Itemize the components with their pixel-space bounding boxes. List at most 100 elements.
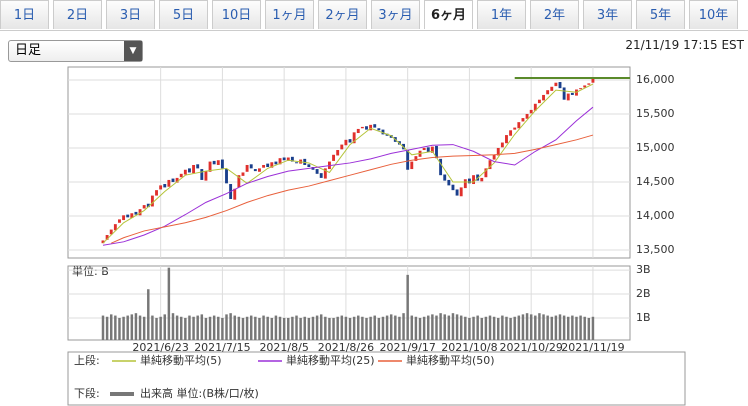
candle-body (142, 205, 146, 209)
volume-bar (122, 316, 125, 340)
candle-body (278, 158, 282, 165)
volume-bar (369, 316, 372, 340)
candle-body (233, 188, 237, 200)
candle-body (583, 85, 587, 88)
volume-bar (579, 315, 582, 340)
volume-bar (455, 314, 459, 340)
candle-body (410, 161, 414, 170)
volume-bar (319, 314, 323, 340)
volume-bar (287, 317, 290, 340)
candle-body (101, 240, 105, 244)
candle-body (505, 135, 508, 144)
tab[interactable]: 5年 (636, 0, 685, 29)
candle-body (237, 175, 241, 188)
volume-bar (303, 316, 306, 340)
y-tick-label: 16,000 (636, 73, 675, 86)
volume-bar (517, 315, 521, 340)
volume-bar (389, 314, 393, 340)
candle-body (422, 147, 426, 151)
y-tick-label: 14,500 (636, 175, 675, 188)
candle-body (591, 77, 595, 83)
candle-body (459, 187, 463, 197)
tab[interactable]: 1年 (477, 0, 526, 29)
y-tick-label: 15,000 (636, 141, 675, 154)
candle-body (150, 195, 154, 207)
volume-bar (171, 313, 175, 340)
ma-line (102, 106, 594, 246)
tab[interactable]: 2年 (530, 0, 579, 29)
x-tick-label: 2021/10/8 (441, 341, 497, 354)
volume-bar (225, 314, 228, 340)
tab[interactable]: 1日 (0, 0, 49, 29)
volume-bar (472, 316, 475, 340)
volume-bar (402, 313, 405, 340)
candle-body (521, 118, 525, 122)
tab[interactable]: 3年 (583, 0, 632, 29)
dropdown[interactable]: 日足 ▼ (8, 40, 143, 62)
y-tick-label: 14,000 (636, 209, 675, 222)
volume-bar (562, 315, 566, 340)
volume-bar (204, 317, 208, 340)
volume-bar (299, 317, 302, 340)
ma-line (111, 134, 594, 244)
candle-body (208, 161, 212, 172)
candle-body (307, 164, 311, 168)
volume-bar (147, 289, 150, 340)
tab[interactable]: 6ヶ月 (424, 0, 473, 29)
volume-bar (340, 315, 344, 340)
tab[interactable]: 2ヶ月 (318, 0, 367, 29)
volume-bar (188, 315, 191, 340)
volume-bar (546, 315, 549, 340)
tab[interactable]: 10日 (212, 0, 261, 29)
candle-body (430, 146, 434, 153)
volume-bar (270, 317, 274, 340)
volume-bar (229, 313, 232, 340)
candle-body (295, 162, 298, 164)
candle-body (163, 184, 167, 188)
volume-bar (179, 316, 183, 340)
candle-body (439, 158, 443, 176)
candle-body (484, 168, 488, 178)
candle-body (373, 124, 377, 128)
candle-body (323, 168, 327, 179)
candle-body (406, 150, 410, 170)
volume-bar (443, 314, 446, 340)
candle-body (212, 160, 216, 165)
volume-bar (538, 313, 541, 340)
candle-body (513, 127, 517, 130)
volume-bar (398, 316, 401, 340)
tab[interactable]: 3日 (106, 0, 155, 29)
volume-unit-label: 単位: B (72, 264, 109, 278)
volume-bar (151, 315, 154, 340)
tab[interactable]: 2日 (53, 0, 102, 29)
volume-bar (282, 317, 286, 340)
tab[interactable]: 3ヶ月 (371, 0, 420, 29)
tab[interactable]: 5日 (159, 0, 208, 29)
candle-body (204, 171, 208, 181)
volume-bar (480, 317, 484, 340)
candle-body (352, 132, 356, 144)
volume-bar (118, 317, 121, 340)
candle-body (134, 211, 138, 215)
volume-bar (266, 316, 269, 340)
candle-body (196, 164, 200, 169)
candle-body (138, 209, 142, 216)
y-tick-label: 15,500 (636, 107, 675, 120)
candle-body (220, 159, 224, 169)
tab[interactable]: 10年 (689, 0, 738, 29)
volume-bar (159, 316, 162, 340)
volume-bar (142, 316, 146, 340)
tab[interactable]: 1ヶ月 (265, 0, 314, 29)
volume-bar (212, 315, 216, 340)
candle-body (155, 190, 158, 196)
candle-body (241, 172, 245, 176)
legend-label: 出来高 単位:(B株/口/枚) (140, 386, 259, 400)
candle-body (488, 160, 492, 170)
candle-body (262, 164, 266, 168)
candle-body (537, 99, 541, 104)
candle-body (447, 179, 451, 186)
candle-body (517, 122, 521, 129)
candle-body (480, 177, 484, 182)
